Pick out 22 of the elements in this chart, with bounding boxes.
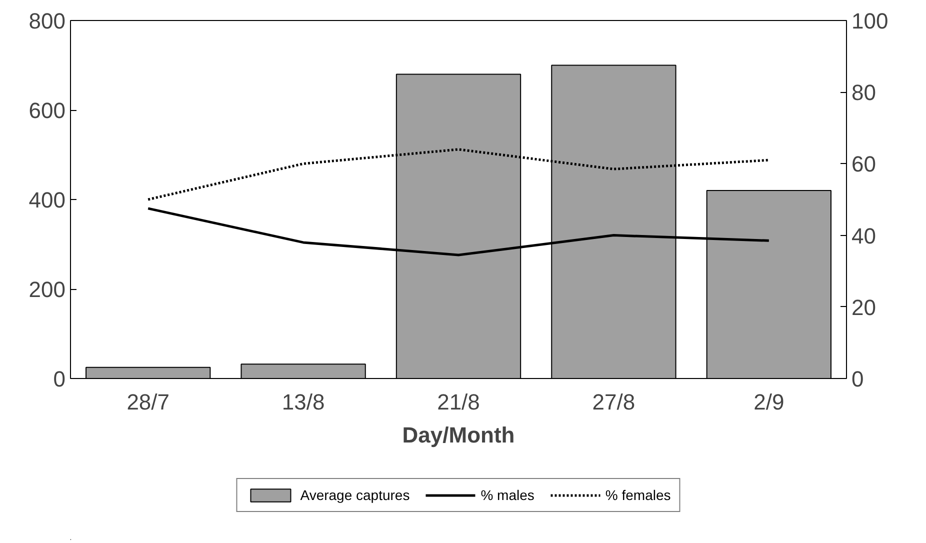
y-tick-label: 800 bbox=[28, 8, 66, 34]
y2-tick-label: 0 bbox=[852, 366, 864, 392]
legend-label: % females bbox=[605, 487, 671, 503]
x-tick-label: 28/7 bbox=[126, 390, 170, 414]
bar bbox=[86, 366, 211, 378]
y-tick-label: 600 bbox=[28, 98, 66, 123]
y2-tick-label: 60 bbox=[852, 152, 876, 177]
y-tick-label: 200 bbox=[28, 277, 66, 302]
y2-tick-label: 20 bbox=[852, 294, 876, 320]
legend-label: Average captures bbox=[300, 487, 410, 503]
x-tick-label: 27/8 bbox=[592, 390, 636, 414]
x-axis-title: Day/Month bbox=[402, 422, 515, 448]
x-tick-label: 2/9 bbox=[754, 390, 784, 414]
bar bbox=[240, 364, 366, 378]
y-tick-label: 400 bbox=[28, 188, 66, 212]
x-tick-label: 13/8 bbox=[282, 390, 325, 414]
y-tick-label: 0 bbox=[53, 366, 66, 392]
x-tick-label: 21/8 bbox=[437, 390, 480, 414]
legend-label: % males bbox=[480, 487, 534, 503]
y2-tick-label: 40 bbox=[852, 223, 876, 248]
y2-tick-label: 80 bbox=[852, 80, 876, 106]
y2-tick-label: 100 bbox=[852, 8, 888, 34]
